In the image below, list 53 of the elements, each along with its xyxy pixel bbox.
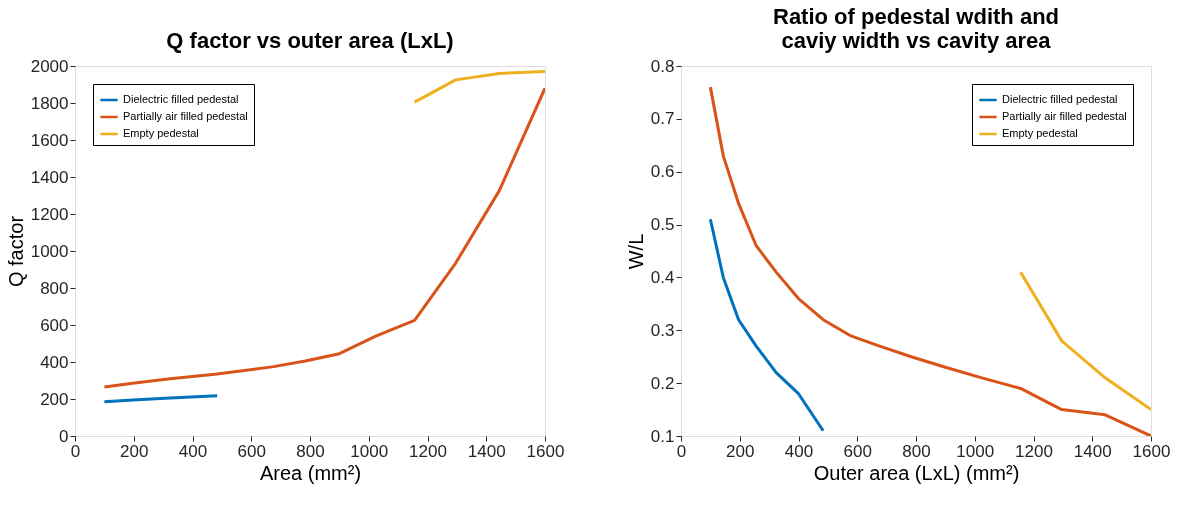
- legend-label: Empty pedestal: [123, 127, 199, 139]
- x-tick-label: 400: [784, 441, 814, 461]
- line-series: [708, 217, 825, 433]
- x-tick-label: 1600: [526, 441, 565, 461]
- x-tick-label: 1000: [350, 441, 389, 461]
- x-tick-label: 1000: [956, 441, 995, 461]
- line-series: [102, 394, 219, 404]
- y-tick-label: 0.7: [650, 109, 675, 129]
- y-tick-label: 0.4: [650, 267, 675, 287]
- y-axis-title: W/L: [624, 233, 647, 270]
- y-tick-label: 0.3: [650, 320, 675, 340]
- line-series: [708, 85, 1151, 436]
- x-tick-label: 1200: [409, 441, 447, 461]
- legend-label: Dielectric filled pedestal: [1002, 93, 1118, 105]
- legend-label: Dielectric filled pedestal: [123, 93, 239, 105]
- x-tick-label: 1200: [1015, 441, 1053, 461]
- x-tick-label: 600: [237, 441, 266, 461]
- chart-title: Ratio of pedestal wdith and caviy width vs cavity area: [772, 4, 1060, 53]
- x-tick-label: 1400: [1073, 441, 1112, 461]
- y-tick-label: 1600: [30, 130, 69, 150]
- x-tick-label: 800: [296, 441, 325, 461]
- y-tick-label: 2000: [30, 56, 69, 76]
- y-tick-label: 600: [40, 315, 69, 335]
- y-tick-label: 0.2: [650, 373, 675, 393]
- y-tick-label: 0.1: [650, 426, 675, 446]
- y-tick-label: 200: [40, 389, 69, 409]
- y-tick-label: 800: [40, 278, 69, 298]
- y-tick-label: 1000: [30, 241, 69, 261]
- line-series: [102, 86, 545, 389]
- x-axis-title: Outer area (LxL) (mm²): [813, 461, 1020, 484]
- x-tick-label: 1400: [467, 441, 506, 461]
- chart-title: Q factor vs outer area (LxL): [166, 28, 454, 53]
- legend-label: Partially air filled pedestal: [123, 110, 248, 122]
- y-tick-label: 0.8: [650, 56, 675, 76]
- legend-label: Partially air filled pedestal: [1002, 110, 1127, 122]
- y-tick-label: 400: [40, 352, 69, 372]
- line-series: [413, 70, 545, 104]
- x-tick-label: 1600: [1132, 441, 1171, 461]
- x-tick-label: 200: [726, 441, 755, 461]
- legend-label: Empty pedestal: [1002, 127, 1078, 139]
- y-tick-label: 1800: [30, 93, 69, 113]
- y-tick-label: 0.6: [650, 162, 675, 182]
- y-tick-label: 1400: [30, 167, 69, 187]
- x-tick-label: 400: [178, 441, 208, 461]
- y-axis-title: Q factor: [4, 215, 27, 288]
- x-axis-title: Area (mm²): [259, 461, 362, 484]
- y-tick-label: 0.5: [650, 215, 675, 235]
- x-tick-label: 800: [902, 441, 931, 461]
- line-series: [1019, 270, 1151, 412]
- y-tick-label: 1200: [30, 204, 69, 224]
- x-tick-label: 600: [843, 441, 872, 461]
- y-tick-label: 0: [59, 426, 69, 446]
- x-tick-label: 200: [120, 441, 149, 461]
